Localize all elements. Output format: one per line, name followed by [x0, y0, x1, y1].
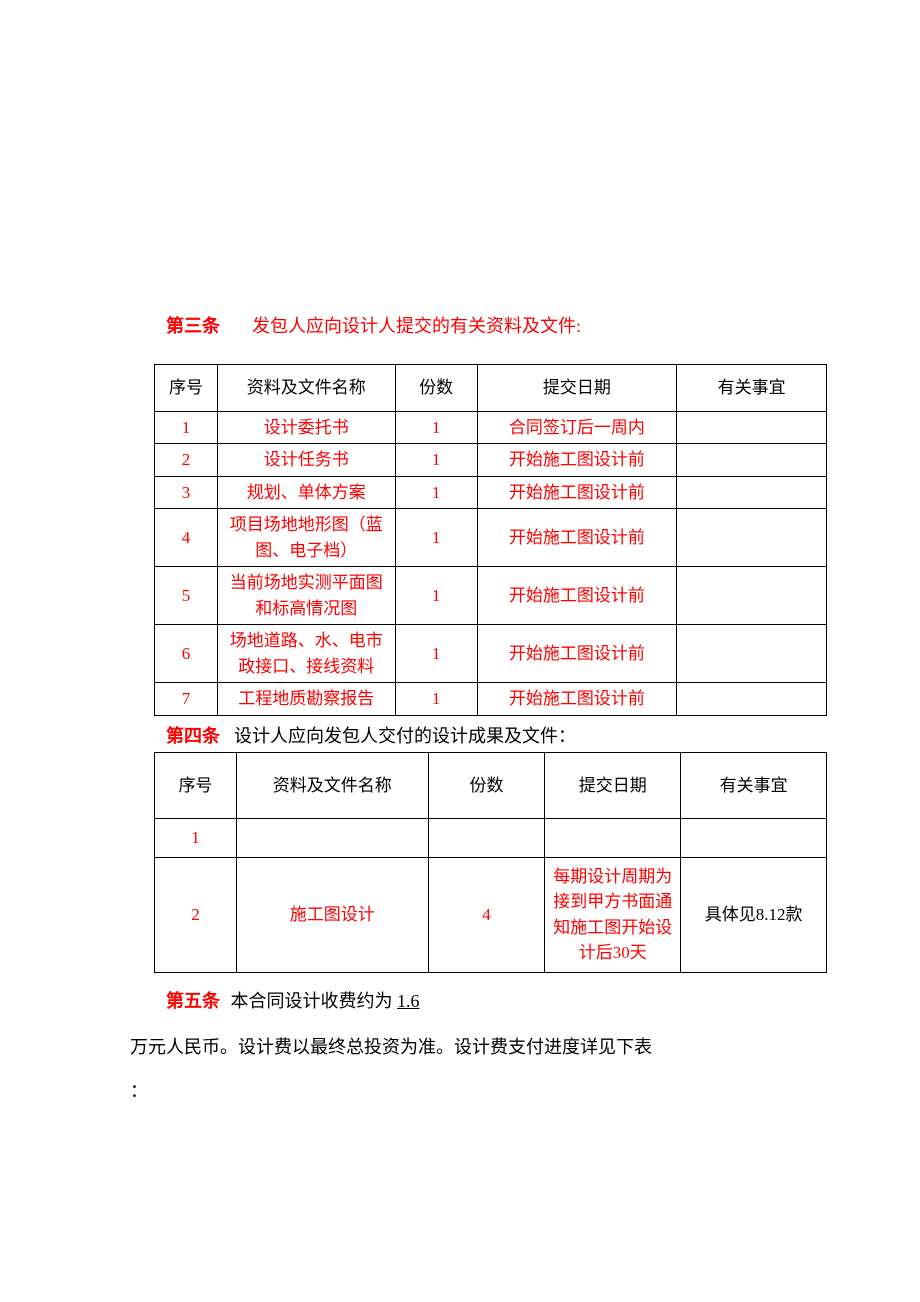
- table-cell: 1: [155, 819, 237, 858]
- table-cell: [236, 819, 428, 858]
- table-cell: 5: [155, 567, 218, 625]
- article-4-label: 第四条: [166, 726, 220, 746]
- table-cell: 设计任务书: [217, 444, 395, 477]
- table-cell: 6: [155, 625, 218, 683]
- article-5-text-before: 本合同设计收费约为: [231, 991, 393, 1011]
- table-cell: [677, 683, 827, 716]
- table-cell: 每期设计周期为接到甲方书面通知施工图开始设计后30天: [545, 857, 681, 972]
- table-cell: 开始施工图设计前: [477, 476, 677, 509]
- table-1-header-row: 序号 资料及文件名称 份数 提交日期 有关事宜: [155, 365, 827, 412]
- article-5-label: 第五条: [166, 991, 220, 1011]
- table-1-body: 1设计委托书1合同签订后一周内2设计任务书1开始施工图设计前3规划、单体方案1开…: [155, 411, 827, 715]
- table-cell: 开始施工图设计前: [477, 509, 677, 567]
- table-cell: [428, 819, 545, 858]
- table-cell: 1: [395, 625, 477, 683]
- table-cell: 1: [155, 411, 218, 444]
- table-cell: 1: [395, 509, 477, 567]
- table-cell: 开始施工图设计前: [477, 444, 677, 477]
- table-row: 6场地道路、水、电市政接口、接线资料1开始施工图设计前: [155, 625, 827, 683]
- table-row: 1: [155, 819, 827, 858]
- table-cell: 规划、单体方案: [217, 476, 395, 509]
- table-cell: 设计委托书: [217, 411, 395, 444]
- table-cell: 当前场地实测平面图和标高情况图: [217, 567, 395, 625]
- materials-table-1: 序号 资料及文件名称 份数 提交日期 有关事宜 1设计委托书1合同签订后一周内2…: [154, 364, 827, 716]
- table-2-header-row: 序号 资料及文件名称 份数 提交日期 有关事宜: [155, 752, 827, 819]
- article-4-heading: 第四条 设计人应向发包人交付的设计成果及文件：: [130, 722, 790, 748]
- table-row: 2施工图设计4每期设计周期为接到甲方书面通知施工图开始设计后30天具体见8.12…: [155, 857, 827, 972]
- table-row: 1设计委托书1合同签订后一周内: [155, 411, 827, 444]
- document-page: 第三条 发包人应向设计人提交的有关资料及文件: 序号 资料及文件名称 份数 提交…: [0, 0, 920, 1163]
- table-cell: 开始施工图设计前: [477, 625, 677, 683]
- table-cell: [677, 476, 827, 509]
- article-4-text: 设计人应向发包人交付的设计成果及文件：: [234, 726, 576, 746]
- table-cell: 场地道路、水、电市政接口、接线资料: [217, 625, 395, 683]
- table-cell: 3: [155, 476, 218, 509]
- col-date: 提交日期: [545, 752, 681, 819]
- table-row: 3规划、单体方案1开始施工图设计前: [155, 476, 827, 509]
- col-copies: 份数: [428, 752, 545, 819]
- table-row: 4项目场地地形图（蓝图、电子档）1开始施工图设计前: [155, 509, 827, 567]
- col-name: 资料及文件名称: [236, 752, 428, 819]
- col-name: 资料及文件名称: [217, 365, 395, 412]
- table-cell: [681, 819, 827, 858]
- article-5-colon: ：: [130, 1077, 790, 1103]
- deliverables-table-2: 序号 资料及文件名称 份数 提交日期 有关事宜 12施工图设计4每期设计周期为接…: [154, 752, 827, 973]
- table-row: 2设计任务书1开始施工图设计前: [155, 444, 827, 477]
- article-3-text: 发包人应向设计人提交的有关资料及文件:: [252, 316, 581, 336]
- col-seq: 序号: [155, 365, 218, 412]
- table-cell: 开始施工图设计前: [477, 567, 677, 625]
- table-2-head: 序号 资料及文件名称 份数 提交日期 有关事宜: [155, 752, 827, 819]
- table-cell: [677, 509, 827, 567]
- col-seq: 序号: [155, 752, 237, 819]
- table-cell: 具体见8.12款: [681, 857, 827, 972]
- col-copies: 份数: [395, 365, 477, 412]
- table-cell: 合同签订后一周内: [477, 411, 677, 444]
- table-cell: [677, 444, 827, 477]
- table-cell: 1: [395, 567, 477, 625]
- table-cell: [677, 567, 827, 625]
- table-cell: 1: [395, 411, 477, 444]
- table-cell: [677, 411, 827, 444]
- table-cell: [677, 625, 827, 683]
- table-cell: 施工图设计: [236, 857, 428, 972]
- article-3-heading: 第三条 发包人应向设计人提交的有关资料及文件:: [130, 312, 790, 338]
- table-row: 7工程地质勘察报告1开始施工图设计前: [155, 683, 827, 716]
- col-related: 有关事宜: [677, 365, 827, 412]
- table-cell: 1: [395, 476, 477, 509]
- table-cell: 2: [155, 857, 237, 972]
- col-related: 有关事宜: [681, 752, 827, 819]
- table-cell: 开始施工图设计前: [477, 683, 677, 716]
- table-row: 5当前场地实测平面图和标高情况图1开始施工图设计前: [155, 567, 827, 625]
- table-cell: [545, 819, 681, 858]
- table-cell: 4: [155, 509, 218, 567]
- table-cell: 项目场地地形图（蓝图、电子档）: [217, 509, 395, 567]
- table-cell: 7: [155, 683, 218, 716]
- col-date: 提交日期: [477, 365, 677, 412]
- table-2-body: 12施工图设计4每期设计周期为接到甲方书面通知施工图开始设计后30天具体见8.1…: [155, 819, 827, 973]
- article-5-value: 1.6: [397, 991, 420, 1011]
- table-1-head: 序号 资料及文件名称 份数 提交日期 有关事宜: [155, 365, 827, 412]
- article-5-heading: 第五条 本合同设计收费约为 1.6: [130, 987, 790, 1013]
- table-cell: 1: [395, 683, 477, 716]
- article-3-label: 第三条: [166, 316, 220, 336]
- table-cell: 4: [428, 857, 545, 972]
- table-cell: 工程地质勘察报告: [217, 683, 395, 716]
- table-cell: 2: [155, 444, 218, 477]
- article-5-paragraph: 万元人民币。设计费以最终总投资为准。设计费支付进度详见下表: [130, 1033, 790, 1059]
- table-cell: 1: [395, 444, 477, 477]
